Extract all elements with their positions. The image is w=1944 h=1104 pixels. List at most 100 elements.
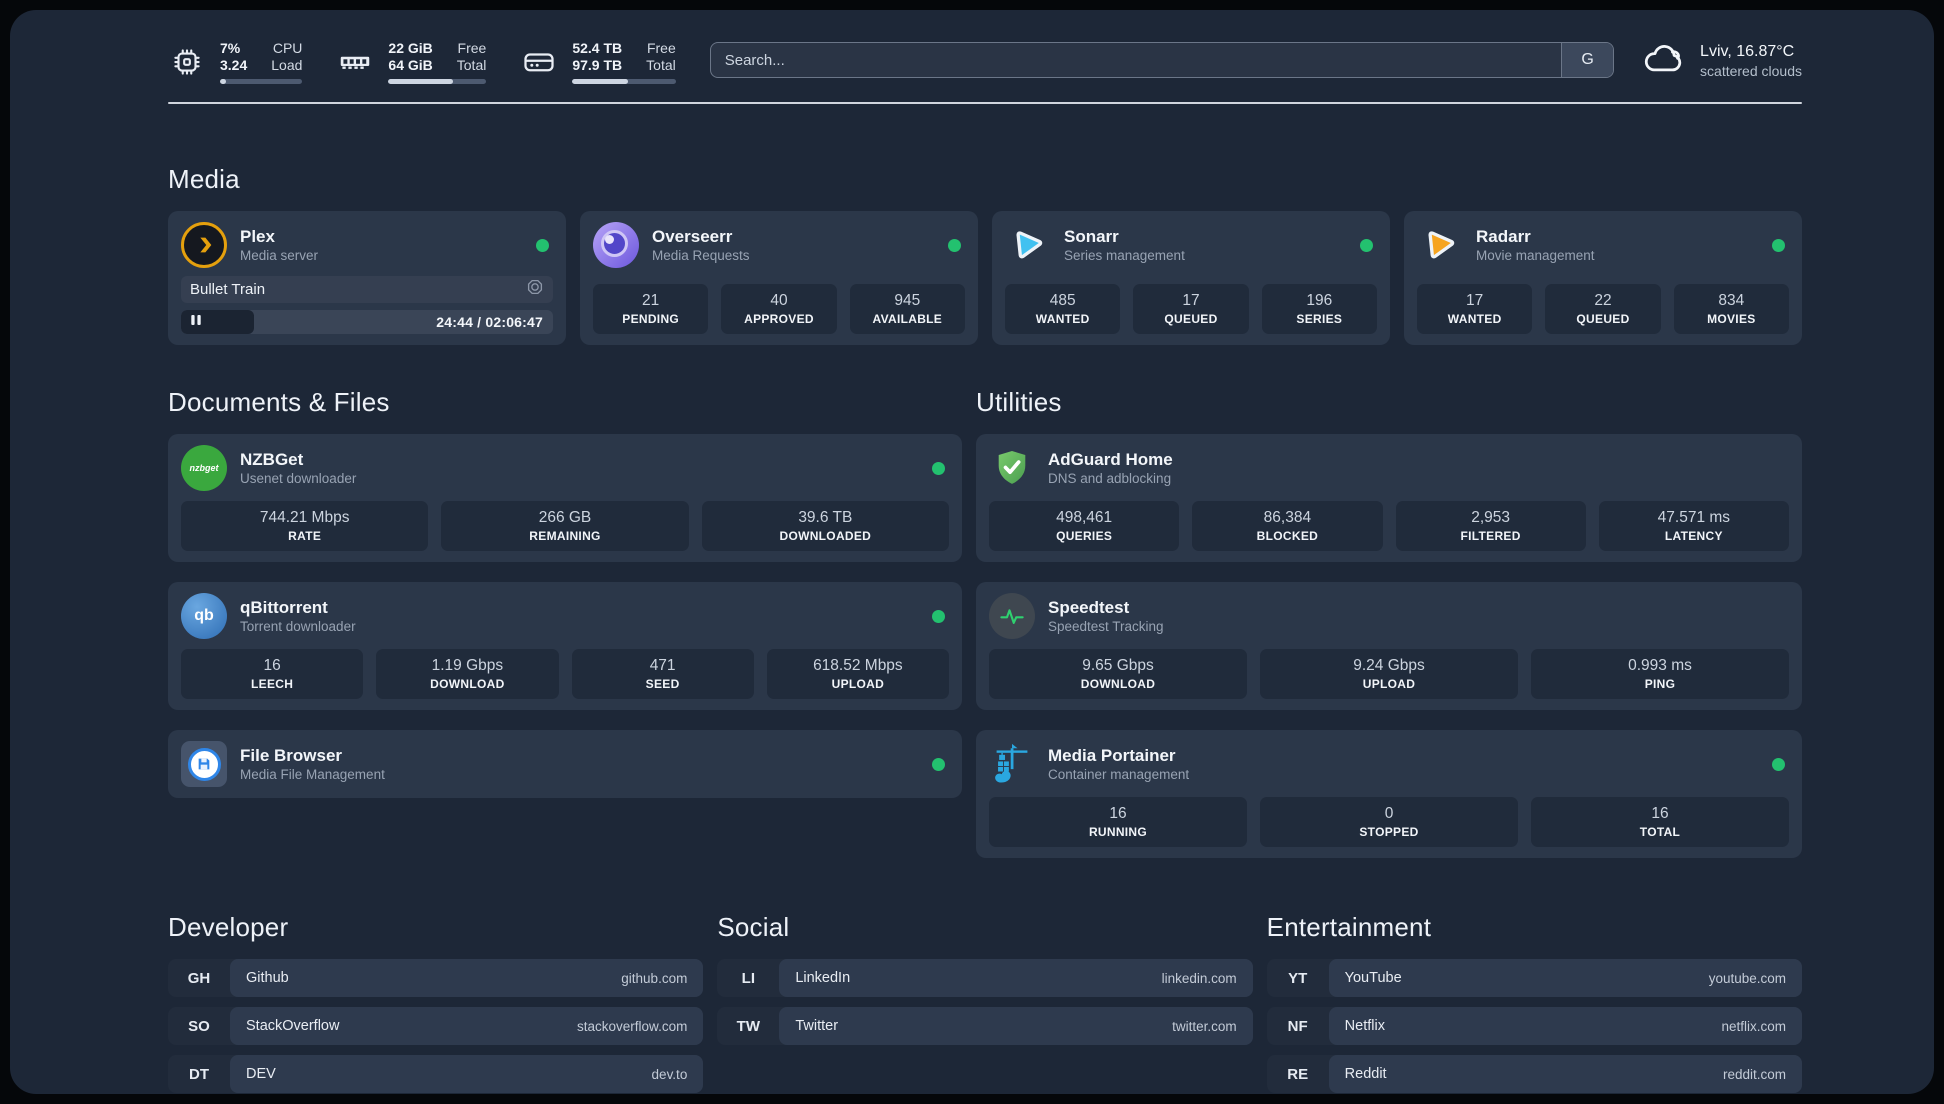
app-card-overseerr[interactable]: Overseerr Media Requests 21 PENDING 40 A… (580, 211, 978, 345)
bookmark-group-developer: Developer GH Github github.com SO StackO… (168, 912, 704, 1094)
stat-value: 21 (642, 291, 660, 309)
memory-total-label: Total (456, 57, 487, 73)
bookmark-url: dev.to (651, 1066, 688, 1082)
stat-value: 0 (1384, 805, 1394, 823)
app-card-nzbget[interactable]: nzbget NZBGet Usenet downloader 744.21 M… (168, 434, 962, 563)
stat-label: AVAILABLE (872, 312, 943, 326)
cpu-load-value: 3.24 (220, 57, 248, 73)
cpu-usage-value: 7% (220, 40, 241, 56)
app-card-plex[interactable]: Plex Media server Bullet Train (168, 211, 566, 345)
stat-value: 834 (1718, 291, 1745, 309)
stat-value: 0.993 ms (1628, 657, 1692, 675)
stat-box: 618.52 Mbps UPLOAD (766, 649, 949, 700)
bookmark-name: Reddit (1344, 1066, 1387, 1083)
session-preview-icon[interactable] (526, 278, 544, 301)
stat-label: PENDING (622, 312, 680, 326)
stat-value: 9.24 Gbps (1353, 657, 1425, 675)
stat-label: MOVIES (1707, 312, 1756, 326)
app-title: NZBGet (240, 449, 304, 469)
system-stats: 7% CPU 3.24 Load (168, 40, 676, 84)
app-card-sonarr[interactable]: Sonarr Series management 485 WANTED 17 Q… (992, 211, 1390, 345)
stat-label: DOWNLOAD (1080, 677, 1156, 692)
adguard-icon (989, 445, 1035, 491)
stat-value: 16 (1109, 805, 1127, 823)
stat-value: 22 (1594, 291, 1612, 309)
stat-value: 618.52 Mbps (813, 657, 903, 675)
pause-icon[interactable] (190, 313, 202, 331)
app-card-adguard[interactable]: AdGuard Home DNS and adblocking 498,461 … (976, 434, 1802, 563)
memory-free-value: 22 GiB (388, 40, 433, 56)
stat-value: 17 (1466, 291, 1484, 309)
bookmark-stackoverflow[interactable]: SO StackOverflow stackoverflow.com (168, 1007, 704, 1046)
bookmark-netflix[interactable]: NF Netflix netflix.com (1266, 1007, 1802, 1046)
app-card-speedtest[interactable]: Speedtest Speedtest Tracking 9.65 Gbps D… (976, 582, 1802, 711)
stat-label: PING (1644, 677, 1676, 692)
stat-box: 9.24 Gbps UPLOAD (1260, 649, 1518, 700)
app-subtitle: Media File Management (240, 767, 385, 783)
stat-box: 22 QUEUED (1545, 283, 1661, 334)
stat-label: APPROVED (744, 312, 814, 326)
stat-value: 40 (770, 291, 788, 309)
app-title: AdGuard Home (1048, 449, 1173, 469)
app-card-portainer[interactable]: Media Portainer Container management 16 … (976, 730, 1802, 859)
overseerr-icon (593, 222, 639, 268)
stat-box: 2,953 FILTERED (1395, 501, 1586, 552)
section-heading-utilities: Utilities (976, 387, 1062, 417)
app-card-radarr[interactable]: Radarr Movie management 17 WANTED 22 QUE… (1404, 211, 1802, 345)
bookmark-dev[interactable]: DT DEV dev.to (168, 1055, 704, 1094)
stat-value: 1.19 Gbps (431, 657, 504, 675)
app-subtitle: Container management (1048, 767, 1190, 783)
stat-box: 498,461 QUERIES (989, 501, 1180, 552)
search-input[interactable] (710, 43, 1562, 77)
bookmark-url: twitter.com (1172, 1018, 1237, 1034)
stat-box: 17 WANTED (1417, 283, 1533, 334)
bookmark-linkedin[interactable]: LI LinkedIn linkedin.com (717, 959, 1253, 998)
cloud-icon (1642, 40, 1686, 81)
plex-icon (181, 222, 227, 268)
dashboard: 7% CPU 3.24 Load (10, 10, 1934, 1094)
bookmark-twitter[interactable]: TW Twitter twitter.com (717, 1007, 1253, 1046)
stat-label: SERIES (1296, 312, 1343, 326)
bookmark-reddit[interactable]: RE Reddit reddit.com (1266, 1055, 1802, 1094)
stat-value: 471 (649, 657, 676, 675)
app-title: Overseerr (652, 226, 733, 246)
section-heading-documents: Documents & Files (168, 387, 390, 417)
stat-value: 16 (1651, 805, 1669, 823)
stat-value: 17 (1182, 291, 1200, 309)
status-dot (932, 461, 945, 475)
bookmark-abbr: SO (188, 1017, 210, 1035)
now-playing-row: Bullet Train (181, 276, 553, 303)
search-engine-button[interactable]: G (1561, 43, 1614, 77)
bookmark-github[interactable]: GH Github github.com (168, 959, 704, 998)
app-card-filebrowser[interactable]: File Browser Media File Management (168, 730, 962, 799)
stat-label: STOPPED (1359, 825, 1419, 840)
stat-box: 16 LEECH (181, 649, 364, 700)
documents-column: Documents & Files nzbget NZBGet Usenet d… (168, 387, 962, 799)
utilities-column: Utilities AdGuard Home (976, 387, 1802, 859)
app-card-qbittorrent[interactable]: qb qBittorrent Torrent downloader 16 LEE… (168, 582, 962, 711)
stat-box: 40 APPROVED (721, 283, 837, 334)
stat-label: REMAINING (529, 529, 601, 544)
memory-free-label: Free (457, 40, 487, 56)
bookmark-name: LinkedIn (795, 970, 851, 987)
bookmark-youtube[interactable]: YT YouTube youtube.com (1266, 959, 1802, 998)
stat-label: DOWNLOADED (779, 529, 872, 544)
bookmark-abbr: RE (1287, 1065, 1309, 1083)
stat-value: 2,953 (1471, 509, 1511, 526)
stat-label: QUEUED (1576, 312, 1630, 326)
stat-label: RATE (288, 529, 322, 544)
app-subtitle: Speedtest Tracking (1048, 619, 1164, 635)
status-dot (1772, 757, 1785, 771)
stat-label: RUNNING (1088, 825, 1148, 840)
storage-total-label: Total (646, 57, 676, 73)
bookmark-url: reddit.com (1722, 1066, 1786, 1082)
app-subtitle: Media server (240, 248, 319, 264)
storage-progress-bar (572, 79, 676, 84)
status-dot (1772, 238, 1785, 252)
bookmark-url: linkedin.com (1161, 970, 1237, 986)
filebrowser-icon (181, 741, 227, 788)
stat-box: 17 QUEUED (1133, 283, 1249, 334)
app-subtitle: Torrent downloader (240, 619, 356, 635)
media-cards-row: Plex Media server Bullet Train (168, 211, 1802, 345)
stat-value: 47.571 ms (1657, 509, 1731, 526)
